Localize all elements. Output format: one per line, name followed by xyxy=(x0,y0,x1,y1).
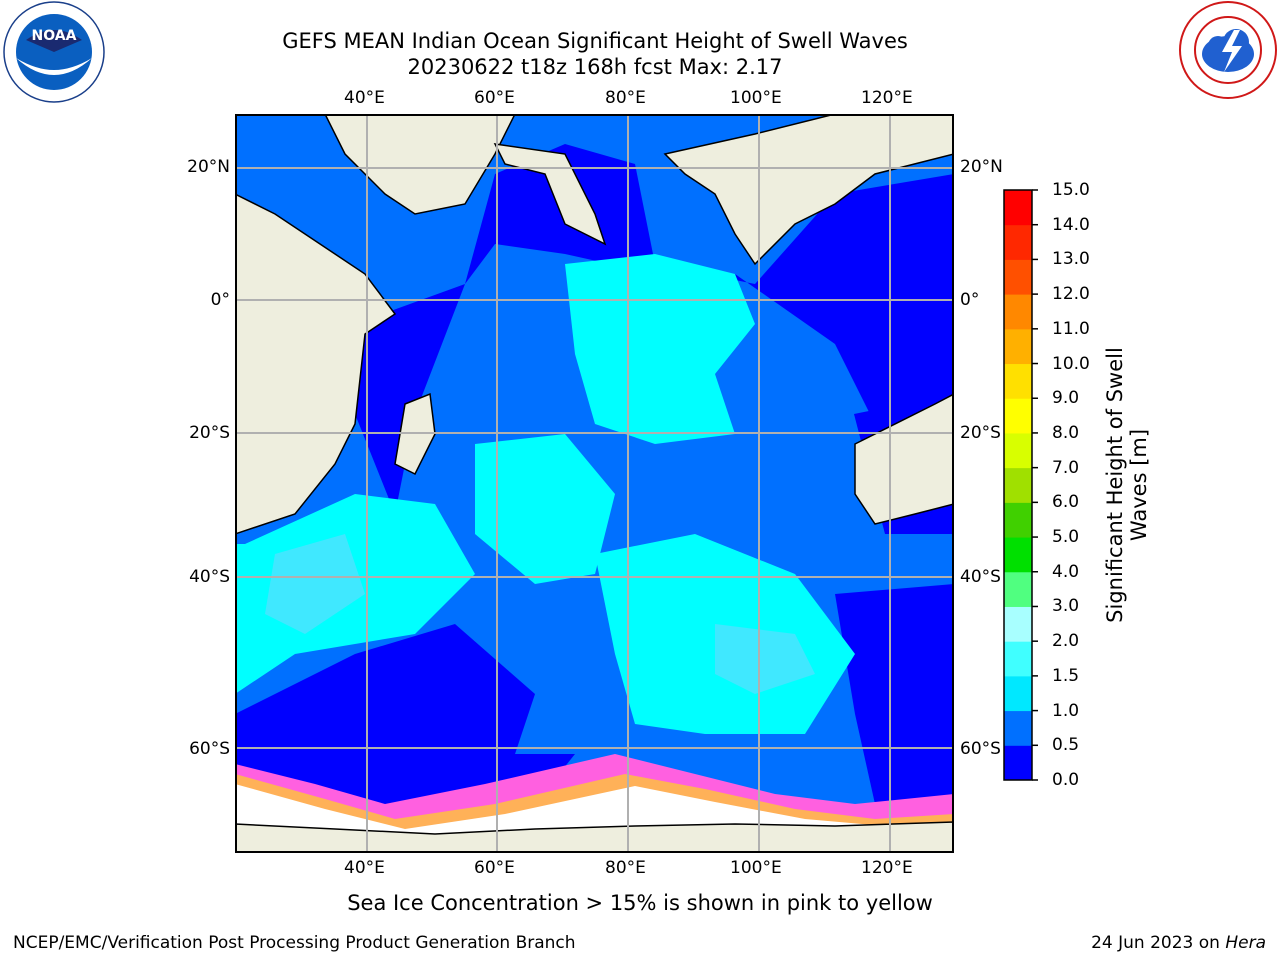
nws-logo xyxy=(1179,1,1277,99)
colorbar-segment xyxy=(1004,675,1032,712)
colorbar-segment xyxy=(1004,641,1032,677)
colorbar-tick-label: 9.0 xyxy=(1052,388,1080,409)
colorbar-segment xyxy=(1004,432,1032,469)
colorbar-tick-label: 13.0 xyxy=(1052,249,1090,270)
colorbar-segment xyxy=(1004,294,1032,330)
colorbar-tick-label: 4.0 xyxy=(1052,561,1080,582)
swell-height-map xyxy=(235,114,954,853)
lat-tick-right: 20°S xyxy=(960,423,1001,443)
land-antarctica xyxy=(235,821,954,853)
lon-tick-top: 40°E xyxy=(344,88,385,108)
sea-ice-note: Sea Ice Concentration > 15% is shown in … xyxy=(347,891,933,915)
colorbar-tick-label: 1.0 xyxy=(1052,700,1080,721)
colorbar-tick-label: 0.0 xyxy=(1052,770,1080,790)
colorbar-segment xyxy=(1004,502,1032,538)
colorbar-segment xyxy=(1004,328,1032,365)
colorbar-tick-label: 15.0 xyxy=(1052,180,1090,200)
land-australia xyxy=(854,393,954,525)
lat-tick-right: 0° xyxy=(960,290,980,310)
lat-tick-right: 60°S xyxy=(960,739,1001,759)
map-frame xyxy=(235,114,954,853)
lat-tick-left: 20°S xyxy=(189,423,230,443)
land-africa-arabia xyxy=(235,114,516,535)
lat-tick-left: 0° xyxy=(210,290,230,310)
colorbar-segment xyxy=(1004,398,1032,434)
colorbar xyxy=(1003,189,1038,781)
land-southeast-asia xyxy=(663,114,954,266)
lon-tick-top: 120°E xyxy=(861,88,913,108)
lon-tick-bottom: 100°E xyxy=(730,858,782,878)
colorbar-segment xyxy=(1004,259,1032,295)
colorbar-tick-label: 10.0 xyxy=(1052,353,1090,374)
map-grid xyxy=(235,114,954,853)
colorbar-segment xyxy=(1004,606,1032,642)
colorbar-tick-label: 0.5 xyxy=(1052,735,1080,756)
colorbar-segment xyxy=(1004,745,1032,781)
colorbar-tick-label: 6.0 xyxy=(1052,492,1080,513)
colorbar-segment xyxy=(1004,467,1032,503)
lat-tick-right: 20°N xyxy=(960,157,1003,177)
chart-title: GEFS MEAN Indian Ocean Significant Heigh… xyxy=(282,29,908,53)
colorbar-segment xyxy=(1004,537,1032,573)
lon-tick-bottom: 80°E xyxy=(605,858,646,878)
colorbar-segment xyxy=(1004,190,1032,226)
swell-band-low xyxy=(355,144,954,514)
colorbar-tick-label: 3.0 xyxy=(1052,596,1080,617)
credit-right: 24 Jun 2023 on Hera xyxy=(1091,933,1266,953)
colorbar-segment xyxy=(1004,224,1032,260)
colorbar-segment xyxy=(1004,363,1032,399)
swell-band-high xyxy=(265,534,365,634)
colorbar-tick-label: 1.5 xyxy=(1052,665,1080,686)
swell-band-high xyxy=(715,624,815,694)
credit-date: 24 Jun 2023 on xyxy=(1091,933,1226,953)
colorbar-tick-label: 8.0 xyxy=(1052,422,1080,443)
lon-tick-top: 100°E xyxy=(730,88,782,108)
land-india xyxy=(493,143,607,246)
lon-tick-top: 60°E xyxy=(474,88,515,108)
noaa-logo: NOAA xyxy=(3,1,105,103)
noaa-logo-text: NOAA xyxy=(32,28,77,44)
colorbar-frame xyxy=(1003,189,1033,781)
colorbar-tick-label: 5.0 xyxy=(1052,527,1080,548)
credit-host: Hera xyxy=(1225,933,1266,953)
credit-left: NCEP/EMC/Verification Post Processing Pr… xyxy=(13,933,576,953)
lat-tick-left: 60°S xyxy=(189,739,230,759)
colorbar-tick-label: 7.0 xyxy=(1052,457,1080,478)
colorbar-tick-label: 2.0 xyxy=(1052,631,1080,652)
colorbar-title: Significant Height of Swell Waves [m] xyxy=(1103,347,1151,623)
lat-tick-left: 20°N xyxy=(187,157,230,177)
colorbar-segment xyxy=(1004,710,1032,746)
swell-band-low xyxy=(235,624,575,804)
colorbar-segment xyxy=(1004,571,1032,607)
lon-tick-top: 80°E xyxy=(605,88,646,108)
lon-tick-bottom: 40°E xyxy=(344,858,385,878)
swell-band-mid xyxy=(475,434,615,584)
swell-band-mid xyxy=(565,254,755,444)
colorbar-tick-label: 14.0 xyxy=(1052,214,1090,235)
lat-tick-right: 40°S xyxy=(960,567,1001,587)
lon-tick-bottom: 60°E xyxy=(474,858,515,878)
colorbar-tick-label: 12.0 xyxy=(1052,284,1090,305)
chart-subtitle: 20230622 t18z 168h fcst Max: 2.17 xyxy=(407,55,783,79)
lon-tick-bottom: 120°E xyxy=(861,858,913,878)
colorbar-tick-label: 11.0 xyxy=(1052,318,1090,339)
lat-tick-left: 40°S xyxy=(189,567,230,587)
